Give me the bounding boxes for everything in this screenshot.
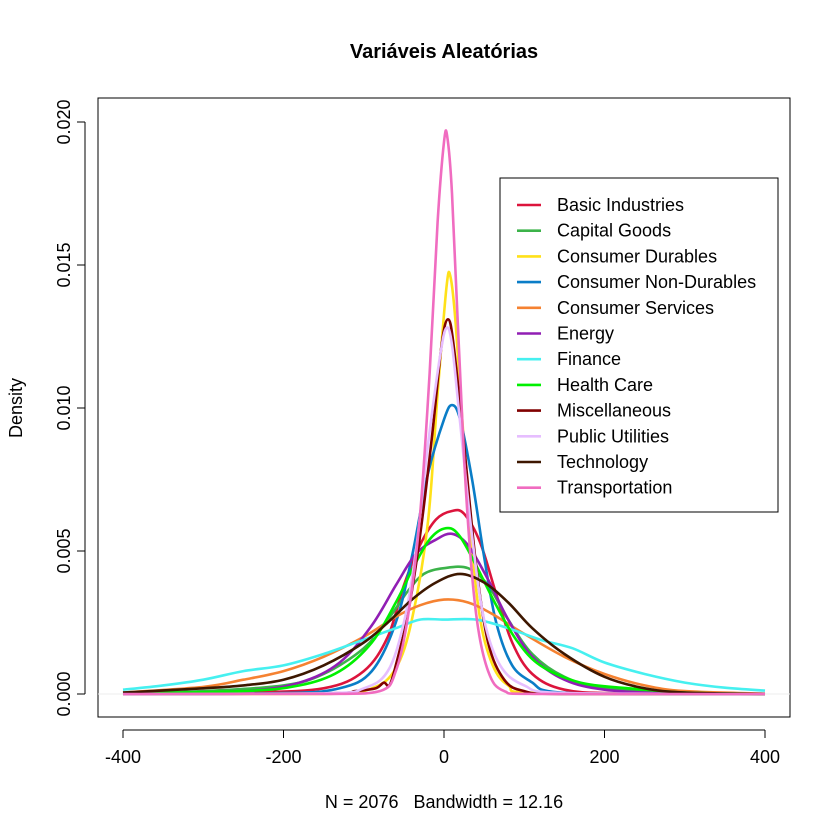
y-tick-label: 0.020	[54, 99, 74, 144]
density-curves	[122, 129, 766, 696]
series-line-capital-goods	[122, 565, 766, 696]
series-line-finance	[122, 617, 766, 692]
series-line-consumer-non-durables	[122, 403, 766, 696]
y-tick-label: 0.015	[54, 242, 74, 287]
legend-label-technology: Technology	[557, 452, 648, 472]
x-tick-label: 400	[750, 747, 780, 767]
legend-label-energy: Energy	[557, 324, 614, 344]
series-line-consumer-services	[122, 598, 766, 695]
y-axis: 0.000 0.005 0.010 0.015 0.020	[54, 99, 86, 717]
chart-title: Variáveis Aleatórias	[350, 41, 538, 63]
plot-frame	[97, 97, 791, 718]
y-tick-label: 0.000	[54, 671, 74, 716]
x-axis: -400 -200 0 200 400	[105, 729, 780, 767]
legend: Basic Industries Capital Goods Consumer Du…	[499, 177, 779, 513]
x-axis-label: N = 2076 Bandwidth = 12.16	[325, 792, 563, 812]
legend-box	[499, 177, 779, 513]
series-line-basic-industries	[122, 508, 766, 696]
series-line-energy	[122, 532, 766, 696]
x-tick-label: -400	[105, 747, 141, 767]
legend-label-public-utilities: Public Utilities	[557, 426, 669, 446]
legend-label-health-care: Health Care	[557, 375, 653, 395]
legend-label-miscellaneous: Miscellaneous	[557, 401, 671, 421]
series-line-technology	[122, 572, 766, 696]
legend-label-consumer-durables: Consumer Durables	[557, 246, 717, 266]
legend-label-finance: Finance	[557, 349, 621, 369]
legend-label-transportation: Transportation	[557, 478, 672, 498]
y-tick-label: 0.010	[54, 385, 74, 430]
series-line-transportation	[122, 129, 765, 696]
legend-label-basic-industries: Basic Industries	[557, 195, 684, 215]
legend-label-capital-goods: Capital Goods	[557, 221, 671, 241]
series-line-public-utilities	[122, 326, 766, 696]
y-tick-label: 0.005	[54, 528, 74, 573]
x-tick-label: 200	[589, 747, 619, 767]
legend-label-consumer-services: Consumer Services	[557, 298, 714, 318]
x-tick-label: 0	[439, 747, 449, 767]
series-line-health-care	[122, 526, 766, 696]
x-tick-label: -200	[265, 747, 301, 767]
legend-label-consumer-non-durables: Consumer Non-Durables	[557, 272, 756, 292]
y-axis-label: Density	[6, 378, 26, 438]
